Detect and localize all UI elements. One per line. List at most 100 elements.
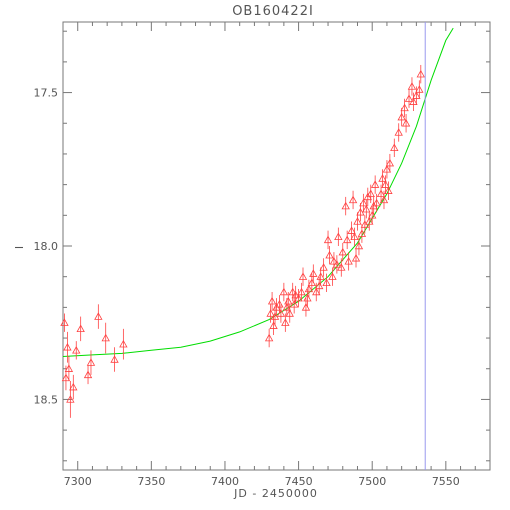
- triangle-marker: [119, 339, 128, 348]
- x-axis-label: JD - 2450000: [233, 487, 318, 500]
- triangle-marker: [338, 247, 347, 256]
- data-point: [66, 381, 75, 418]
- triangle-marker: [407, 82, 417, 90]
- triangle-marker: [382, 164, 392, 173]
- x-tick-labels: 7300 7350 7400 7450 7500 7550: [64, 475, 460, 488]
- triangle-marker: [110, 355, 119, 363]
- data-point: [337, 258, 346, 277]
- data-point: [322, 273, 331, 293]
- data-point: [385, 153, 395, 173]
- data-point: [378, 169, 387, 188]
- triangle-marker: [381, 180, 390, 188]
- data-point: [342, 230, 352, 250]
- data-point: [381, 175, 390, 194]
- triangle-marker: [304, 284, 314, 293]
- data-point: [86, 350, 96, 375]
- data-point: [350, 227, 359, 246]
- y-tick-label: 18.5: [34, 393, 59, 406]
- triangle-marker: [319, 263, 328, 271]
- x-tick-label: 7550: [432, 475, 460, 488]
- data-point: [390, 138, 399, 158]
- data-point: [401, 114, 411, 133]
- triangle-marker: [354, 241, 364, 250]
- triangle-marker: [322, 278, 331, 287]
- data-point: [304, 279, 314, 299]
- data-point: [69, 374, 78, 400]
- data-point: [83, 365, 93, 385]
- triangle-marker: [341, 201, 350, 210]
- triangle-marker: [329, 257, 339, 265]
- data-point: [344, 252, 353, 271]
- data-point: [404, 89, 414, 108]
- triangle-marker: [63, 342, 72, 351]
- triangle-marker: [351, 253, 361, 262]
- data-point: [365, 212, 374, 231]
- triangle-marker: [76, 324, 85, 333]
- data-point: [101, 322, 110, 354]
- triangle-marker: [309, 269, 318, 277]
- data-point: [332, 255, 342, 274]
- data-point: [379, 190, 389, 210]
- triangle-marker: [294, 293, 303, 302]
- triangle-marker: [356, 207, 365, 216]
- data-point: [407, 77, 417, 96]
- data-point: [328, 267, 337, 286]
- triangle-marker: [350, 232, 359, 240]
- triangle-marker: [291, 290, 300, 299]
- triangle-marker: [279, 287, 289, 296]
- data-point: [64, 356, 74, 382]
- triangle-marker: [264, 333, 274, 342]
- data-point: [279, 282, 289, 302]
- triangle-marker: [366, 189, 375, 198]
- triangle-marker: [285, 309, 294, 317]
- triangle-marker: [328, 272, 337, 280]
- data-point: [334, 227, 343, 246]
- y-axis-label: I: [13, 245, 26, 249]
- data-point: [323, 230, 333, 250]
- triangle-marker: [60, 318, 69, 326]
- data-point: [60, 313, 69, 332]
- data-point: [298, 267, 308, 286]
- data-point: [370, 175, 380, 194]
- triangle-marker: [72, 346, 81, 354]
- model-curve: [62, 27, 454, 357]
- data-points-layer: [60, 64, 425, 418]
- data-point: [376, 184, 386, 204]
- data-point: [284, 292, 293, 311]
- triangle-marker: [101, 333, 110, 342]
- triangle-marker: [61, 373, 71, 382]
- triangle-marker: [378, 174, 387, 182]
- triangle-marker: [267, 296, 277, 305]
- data-point: [281, 313, 290, 332]
- data-point: [359, 193, 368, 213]
- data-point: [264, 328, 274, 348]
- data-point: [294, 288, 303, 308]
- data-point: [347, 221, 356, 240]
- triangle-marker: [281, 318, 290, 326]
- triangle-marker: [359, 198, 368, 207]
- data-point: [119, 328, 128, 360]
- data-point: [63, 331, 72, 363]
- triangle-marker: [334, 232, 343, 240]
- data-point: [297, 282, 306, 302]
- data-point: [354, 236, 364, 256]
- triangle-marker: [365, 217, 374, 225]
- data-point: [267, 292, 277, 311]
- data-point: [351, 249, 361, 268]
- triangle-marker: [69, 382, 78, 391]
- data-point: [276, 304, 286, 323]
- triangle-marker: [401, 118, 411, 127]
- triangle-marker: [357, 229, 367, 237]
- triangle-marker: [404, 94, 414, 102]
- data-point: [416, 64, 425, 84]
- triangle-marker: [64, 364, 74, 372]
- triangle-marker: [400, 103, 409, 112]
- data-point: [412, 86, 421, 105]
- triangle-marker: [415, 85, 424, 93]
- x-tick-label: 7300: [64, 475, 92, 488]
- triangle-marker: [266, 309, 275, 317]
- triangle-marker: [316, 272, 325, 280]
- data-point: [72, 341, 81, 360]
- triangle-marker: [362, 204, 371, 213]
- data-point: [94, 304, 103, 329]
